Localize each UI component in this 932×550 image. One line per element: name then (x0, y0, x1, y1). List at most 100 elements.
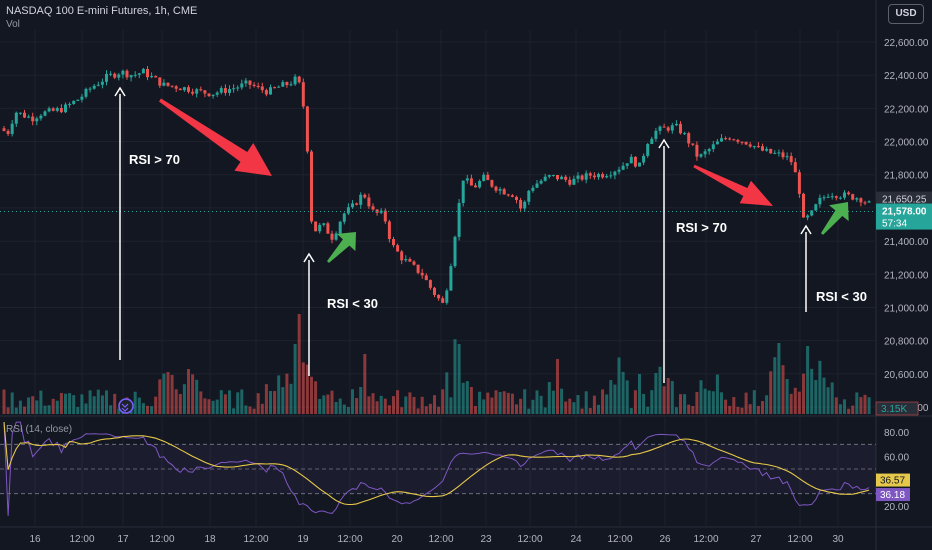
candle-body (260, 86, 264, 91)
candle-body (64, 104, 67, 113)
volume-bar (441, 389, 445, 414)
volume-bar (834, 397, 838, 414)
volume-bar (178, 394, 182, 414)
volume-bar (851, 405, 855, 414)
volume-bar (351, 389, 354, 414)
candle-body (847, 192, 851, 195)
candle-body (256, 85, 260, 87)
candle-body (806, 215, 810, 218)
candle-body (420, 272, 424, 276)
candle-body (379, 210, 383, 213)
volume-bar (400, 407, 404, 414)
volume-bar (523, 389, 527, 414)
candle-body (543, 176, 547, 181)
candle-body (72, 100, 76, 104)
volume-bar (195, 379, 199, 414)
rsi-tick-label: 80.00 (884, 428, 909, 439)
volume-bar (141, 403, 145, 414)
candle-body (232, 88, 236, 90)
red-arrow-1-shape (158, 98, 272, 176)
volume-bar (297, 314, 301, 414)
volume-bar (363, 354, 367, 414)
time-tick-label: 18 (204, 534, 216, 545)
candle-body (761, 146, 764, 151)
volume-bar (211, 400, 215, 414)
volume-bar (252, 408, 256, 414)
candle-body (531, 187, 535, 191)
green-arrow-1-shape (327, 231, 357, 263)
candle-body (392, 239, 395, 246)
volume-bar (305, 364, 309, 414)
volume-bar (843, 399, 846, 414)
volume-bar (502, 391, 506, 414)
volume-bar (191, 374, 195, 414)
time-tick-label: 12:00 (693, 534, 718, 545)
candle-body (338, 221, 342, 234)
volume-bar (2, 389, 6, 414)
volume-bar (27, 397, 31, 414)
volume-bar (867, 397, 871, 414)
volume-bar (580, 408, 584, 414)
volume-bar (658, 366, 662, 414)
volume-bar (346, 406, 350, 414)
volume-bar (539, 395, 543, 414)
candle-body (535, 183, 539, 188)
volume-bar (248, 406, 252, 414)
volume-bar (396, 390, 400, 414)
candle-body (14, 112, 18, 124)
volume-bar (76, 407, 80, 414)
candle-body (867, 201, 871, 203)
candle-body (486, 174, 490, 181)
candle-body (318, 224, 322, 232)
candle-body (236, 87, 240, 89)
time-tick-label: 24 (570, 534, 582, 545)
price-tick-label: 21,800.00 (884, 171, 929, 182)
rsi-below-30-label-1: RSI < 30 (327, 296, 378, 311)
candle-body (43, 111, 47, 116)
last-price-label: 21,578.00 (882, 207, 927, 218)
time-tick-label: 26 (659, 534, 671, 545)
currency-button[interactable]: USD (888, 4, 924, 24)
price-tick-label: 20,800.00 (884, 337, 929, 348)
volume-bar (80, 394, 84, 414)
white-arrow-2-head (303, 252, 315, 263)
candle-body (568, 179, 572, 185)
candle-body (650, 138, 654, 144)
volume-bar (572, 402, 576, 414)
volume-bar (310, 376, 313, 414)
candle-body (830, 196, 834, 198)
candle-body (146, 68, 149, 78)
candle-body (285, 82, 289, 86)
volume-bar (150, 406, 154, 414)
volume-bar (293, 344, 297, 414)
volume-bar (392, 396, 395, 414)
candle-body (31, 116, 35, 122)
volume-bar (88, 390, 92, 414)
red-arrow-2 (693, 164, 773, 206)
candle-body (51, 108, 55, 111)
candle-body (633, 156, 637, 167)
volume-bar (711, 391, 715, 414)
volume-bar (547, 382, 551, 414)
candle-body (199, 89, 203, 91)
candle-body (269, 87, 272, 95)
candle-body (27, 116, 31, 118)
candle-body (748, 144, 752, 147)
candle-body (592, 175, 596, 178)
volume-bar (215, 399, 219, 414)
volume-bar (564, 401, 568, 414)
volume-bar (367, 396, 371, 414)
candle-body (412, 261, 416, 265)
candle-body (564, 176, 568, 180)
volume-bar (789, 393, 793, 414)
candle-body (6, 130, 10, 134)
candle-body (96, 84, 100, 86)
time-tick-label: 12:00 (517, 534, 542, 545)
volume-bar (769, 371, 773, 414)
candle-body (359, 194, 363, 205)
volume-bar (556, 359, 559, 414)
white-arrow-3-head (658, 138, 670, 149)
white-arrow-4-head (800, 224, 812, 235)
